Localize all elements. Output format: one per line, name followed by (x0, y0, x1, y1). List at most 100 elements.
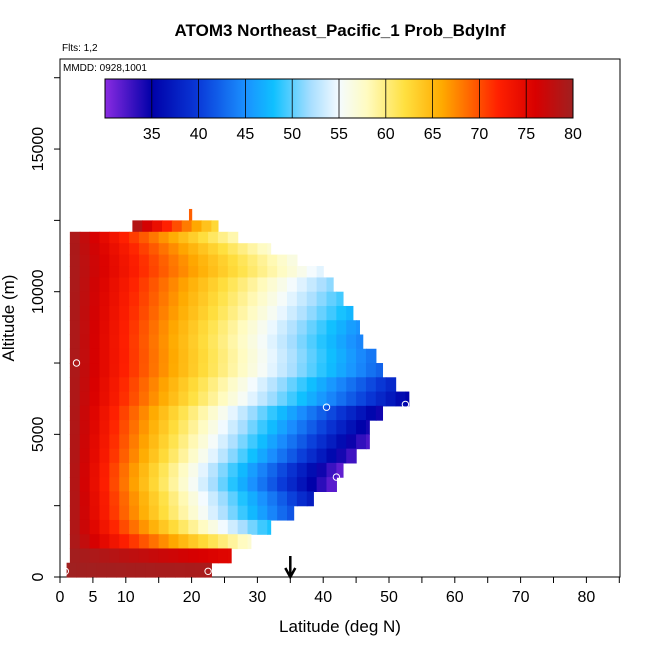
x-axis: 0 5 10 20 30 40 50 60 70 80 (56, 577, 620, 606)
heatmap-cell (198, 434, 209, 450)
heatmap-cell (148, 434, 160, 450)
heatmap-cell (158, 291, 170, 307)
heatmap-cell (296, 477, 308, 492)
heatmap-cell (257, 291, 268, 307)
heatmap-cell (267, 462, 278, 478)
heatmap-cell (316, 363, 328, 378)
heatmap-cell (217, 505, 229, 521)
heatmap-cell (138, 505, 150, 521)
heatmap-cell (89, 363, 101, 378)
heatmap-cell (168, 405, 180, 421)
heatmap-cell (277, 363, 288, 378)
heatmap-cell (148, 391, 160, 407)
heatmap-cell (89, 548, 101, 564)
heatmap-cell (326, 405, 337, 421)
heatmap-cell (237, 277, 249, 293)
heatmap-cell (277, 491, 288, 507)
heatmap-cell (89, 462, 101, 478)
heatmap-cell (138, 363, 150, 378)
heatmap-cell (227, 448, 239, 464)
heatmap-cell (119, 305, 130, 321)
heatmap-cell (168, 505, 180, 521)
heatmap-cell (129, 519, 140, 535)
heatmap-cell (247, 477, 258, 492)
heatmap-cell (79, 391, 91, 407)
heatmap-cell (119, 548, 130, 564)
heatmap-cell (267, 434, 278, 450)
heatmap-cell (158, 320, 170, 336)
heatmap-cell (69, 420, 81, 435)
heatmap-cell (79, 534, 91, 550)
heatmap-cell (296, 266, 308, 279)
heatmap-cell (227, 277, 239, 293)
heatmap-cell (257, 266, 268, 279)
heatmap-cell (287, 448, 298, 464)
heatmap-cell (138, 462, 150, 478)
heatmap-cell (267, 448, 278, 464)
heatmap-cell (119, 420, 130, 435)
heatmap-cell (227, 434, 239, 450)
heatmap-cell (237, 334, 249, 350)
heatmap-cell (148, 420, 160, 435)
heatmap-cell (277, 277, 288, 293)
heatmap-cell (356, 434, 367, 450)
heatmap-cell (257, 420, 268, 435)
heatmap-cell (198, 305, 209, 321)
heatmap-cell (375, 363, 384, 378)
heatmap-cell (217, 462, 229, 478)
heatmap-cell (316, 277, 328, 293)
y-tick-label: 5000 (30, 416, 47, 452)
heatmap-cell (178, 548, 189, 564)
heatmap-cell (109, 243, 120, 256)
heatmap-cell (198, 377, 209, 393)
heatmap-cell (247, 334, 258, 350)
heatmap-cell (356, 405, 367, 421)
heatmap-cell (89, 505, 101, 521)
heatmap-cell (336, 462, 344, 478)
heatmap-cell (326, 448, 337, 464)
heatmap-cell (138, 377, 150, 393)
heatmap-cell (326, 434, 337, 450)
heatmap-cell (89, 231, 101, 244)
heatmap-cell (148, 348, 160, 364)
heatmap-cell (296, 405, 308, 421)
heatmap-cell (89, 534, 101, 550)
y-tick-label: 15000 (30, 127, 47, 172)
heatmap-cell (326, 391, 337, 407)
heatmap-cell (69, 548, 81, 564)
heatmap-cell (306, 291, 318, 307)
heatmap-cell (178, 505, 189, 521)
heatmap-cell (257, 519, 268, 535)
heatmap-cell (148, 519, 160, 535)
heatmap-cell (296, 491, 308, 507)
heatmap-cell (227, 391, 239, 407)
heatmap-cell (119, 448, 130, 464)
heatmap-cell (99, 391, 110, 407)
heatmap-cell (247, 391, 258, 407)
heatmap-cell (296, 334, 308, 350)
heatmap-cell (188, 448, 199, 464)
x-tick-label: 0 (56, 589, 65, 606)
heatmap-cell (326, 320, 337, 336)
heatmap-cell (138, 477, 150, 492)
heatmap-cell (132, 220, 143, 233)
heatmap-cell (129, 305, 140, 321)
heatmap-cell (109, 420, 120, 435)
heatmap-cell (296, 391, 308, 407)
heatmap-cell (277, 377, 288, 393)
plot-frame (59, 58, 621, 578)
heatmap-cell (247, 363, 258, 378)
heatmap-cell (178, 519, 189, 535)
heatmap-cell (129, 505, 140, 521)
heatmap-cell (129, 363, 140, 378)
heatmap-cell (217, 377, 229, 393)
heatmap-cell (99, 320, 110, 336)
heatmap-cell (316, 420, 328, 435)
heatmap-cell (336, 434, 347, 450)
heatmap-cell (89, 420, 101, 435)
heatmap-cell (247, 305, 258, 321)
heatmap-cell (69, 505, 81, 521)
heatmap-cell (257, 491, 268, 507)
heatmap-cell (138, 231, 150, 244)
heatmap-cell (237, 320, 249, 336)
